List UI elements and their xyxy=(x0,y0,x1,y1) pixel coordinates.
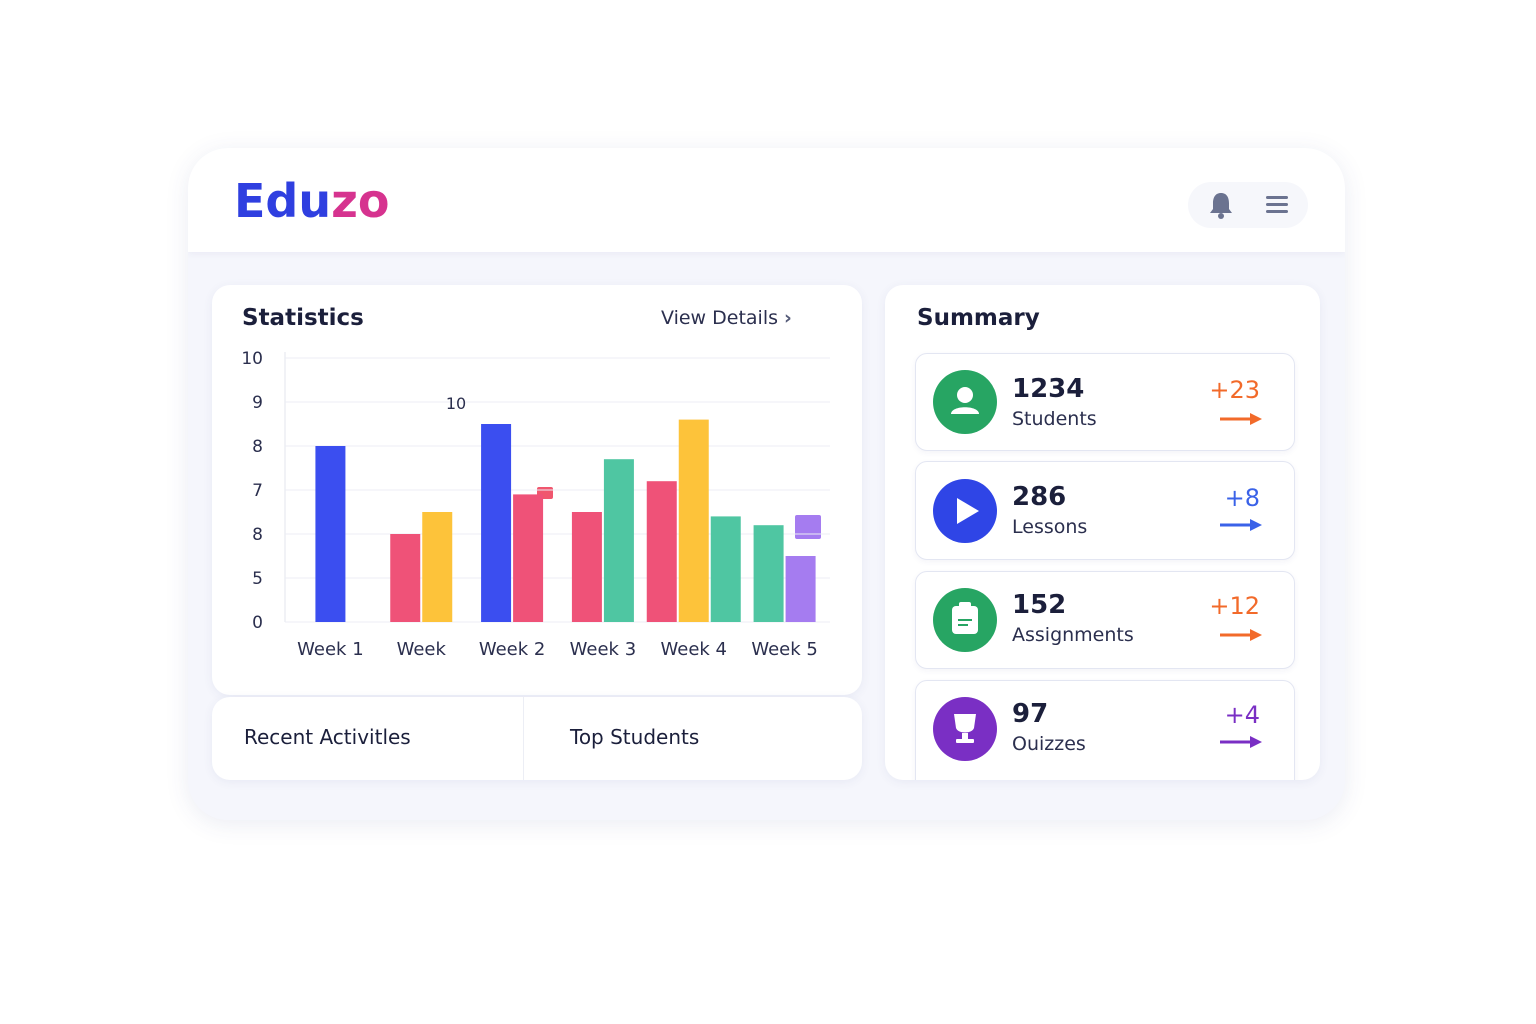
decoration xyxy=(795,515,821,539)
stat-label: Assignments xyxy=(1012,624,1134,646)
summary-panel: Summary 1234 Students +23 286 Lessons +8… xyxy=(885,285,1320,780)
y-tick-label: 9 xyxy=(252,393,263,413)
summary-card[interactable]: 97 Ouizzes +4 xyxy=(915,680,1295,780)
brand: Eduzo xyxy=(234,174,390,228)
statistics-panel: Statistics View Details › 10 9 8 7 8 5 0 Week 1… xyxy=(212,285,862,695)
x-tick-label: Week xyxy=(397,639,447,660)
bar xyxy=(513,494,544,622)
annotation: 10 xyxy=(446,394,466,413)
stat-change: +23 xyxy=(1209,376,1260,404)
menu-icon[interactable] xyxy=(1264,192,1290,218)
y-tick-label: 10 xyxy=(241,349,263,369)
x-tick-label: Week 5 xyxy=(751,639,818,660)
summary-card[interactable]: 1234 Students +23 xyxy=(915,353,1295,451)
divider xyxy=(523,697,524,780)
dashboard: Eduzo Statistics View Details › 10 9 8 7 8 5 0… xyxy=(188,148,1345,820)
stat-change: +12 xyxy=(1209,592,1260,620)
trend-arrow xyxy=(1220,629,1262,641)
stat-label: Ouizzes xyxy=(1012,733,1086,755)
bar-chart: 10 9 8 7 8 5 0 Week 1 Week Week 2 Week 3 Week 4 Week… xyxy=(241,349,830,660)
bar xyxy=(481,424,512,622)
panel-title: Statistics xyxy=(242,305,364,331)
bar xyxy=(710,516,741,622)
x-tick-label: Week 3 xyxy=(570,639,637,660)
view-details[interactable]: View Details › xyxy=(661,307,792,329)
x-tick-label: Week 4 xyxy=(661,639,728,660)
stat-label: Students xyxy=(1012,408,1097,430)
bar xyxy=(571,512,602,622)
stat-value: 1234 xyxy=(1012,374,1085,404)
bar xyxy=(646,481,677,622)
stat-change: +8 xyxy=(1224,484,1260,512)
tab[interactable]: Top Students xyxy=(570,725,700,749)
bar xyxy=(753,525,784,622)
bar xyxy=(422,512,453,622)
bar xyxy=(785,556,816,622)
students-icon xyxy=(933,370,997,434)
bar xyxy=(603,459,634,622)
y-tick-label: 5 xyxy=(252,569,263,589)
tabs-panel: Recent Activitles Top Students xyxy=(212,697,862,780)
header-icons xyxy=(1188,182,1308,228)
stat-change: +4 xyxy=(1224,701,1260,729)
bar xyxy=(678,419,709,622)
stat-value: 152 xyxy=(1012,590,1067,620)
y-tick-label: 8 xyxy=(252,437,263,457)
quizzes-icon xyxy=(933,697,997,761)
x-tick-label: Week 1 xyxy=(297,639,364,660)
assignments-icon xyxy=(933,588,997,652)
stat-value: 286 xyxy=(1012,482,1067,512)
x-tick-label: Week 2 xyxy=(479,639,546,660)
summary-card[interactable]: 286 Lessons +8 xyxy=(915,461,1295,560)
panel-title: Summary xyxy=(917,305,1040,331)
y-tick-label: 0 xyxy=(252,613,263,633)
link-text[interactable]: View Details xyxy=(661,307,778,329)
header: Eduzo xyxy=(188,148,1345,252)
bell-icon[interactable] xyxy=(1206,190,1236,220)
bar xyxy=(390,534,421,622)
trend-arrow xyxy=(1220,519,1262,531)
y-tick-label: 8 xyxy=(252,525,263,545)
y-tick-label: 7 xyxy=(252,481,263,501)
trend-arrow xyxy=(1220,413,1262,425)
summary-card[interactable]: 152 Assignments +12 xyxy=(915,571,1295,669)
lessons-icon xyxy=(933,479,997,543)
tab[interactable]: Recent Activitles xyxy=(244,725,411,749)
stat-value: 97 xyxy=(1012,699,1049,729)
bar xyxy=(315,446,346,622)
stat-label: Lessons xyxy=(1012,516,1088,538)
trend-arrow xyxy=(1220,736,1262,748)
